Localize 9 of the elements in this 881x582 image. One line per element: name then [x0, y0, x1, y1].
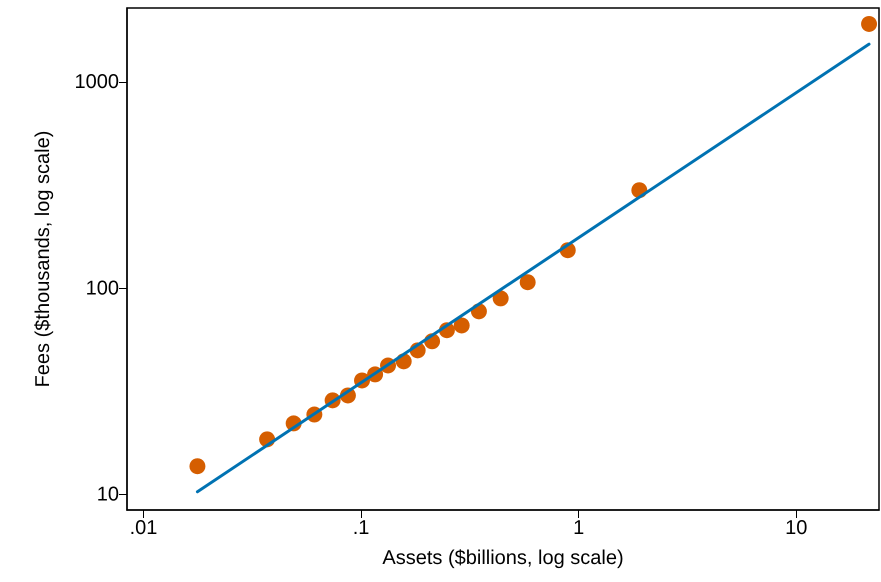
y-tick-label: 10 — [96, 483, 119, 506]
x-tick-label: 1 — [573, 517, 584, 539]
x-tick-label: .01 — [130, 517, 158, 539]
x-tick-label: 10 — [785, 517, 808, 539]
x-tick-label: .1 — [352, 517, 370, 539]
y-axis-title: Fees ($thousands, log scale) — [32, 130, 54, 388]
y-tick-label: 1000 — [74, 71, 119, 94]
y-tick-label: 100 — [86, 277, 119, 300]
x-axis-title: Assets ($billions, log scale) — [382, 547, 624, 569]
